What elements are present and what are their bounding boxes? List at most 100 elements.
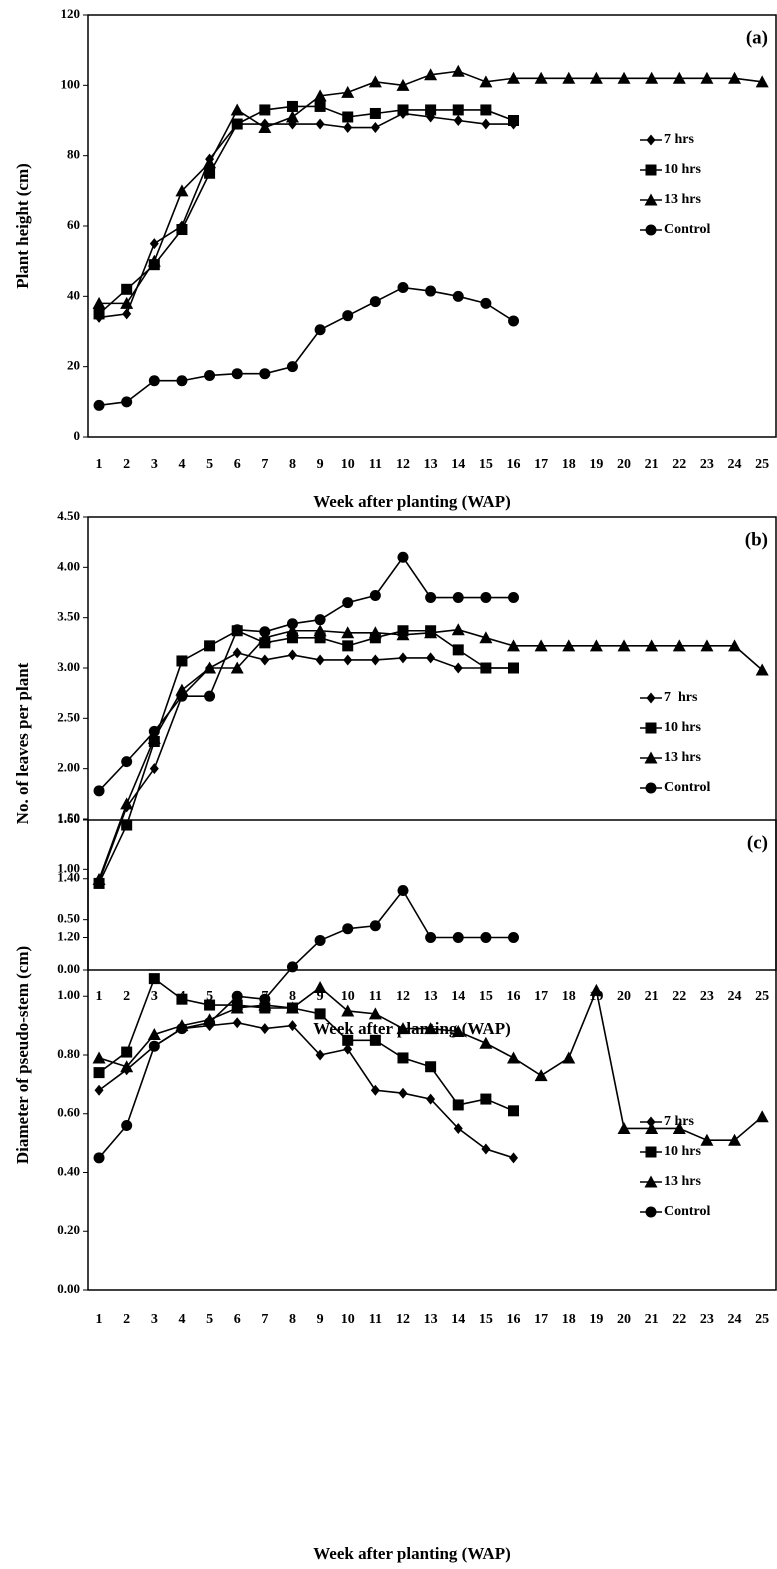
marker [316, 654, 325, 665]
x-tick-label: 15 [479, 457, 493, 472]
marker [370, 108, 381, 119]
x-tick-label: 17 [534, 1312, 548, 1327]
series-line [99, 1023, 513, 1158]
x-tick-label: 23 [700, 457, 714, 472]
marker [371, 122, 380, 133]
marker [258, 121, 271, 133]
marker [397, 104, 408, 115]
marker [454, 115, 463, 126]
marker [425, 592, 436, 603]
marker [232, 991, 243, 1002]
x-tick-label: 14 [451, 457, 465, 472]
marker [452, 623, 465, 635]
marker [259, 368, 270, 379]
marker [341, 86, 354, 98]
marker [480, 1094, 491, 1105]
x-tick-label: 13 [424, 457, 438, 472]
y-axis-title: Diameter of pseudo-stem (cm) [13, 946, 32, 1164]
x-tick-label: 20 [617, 989, 631, 1004]
x-tick-label: 14 [451, 989, 465, 1004]
marker [646, 723, 657, 734]
marker [176, 655, 187, 666]
marker [121, 284, 132, 295]
marker [95, 1085, 104, 1096]
marker [397, 1052, 408, 1063]
marker [314, 981, 327, 993]
x-tick-label: 1 [96, 457, 103, 472]
x-tick-label: 23 [700, 989, 714, 1004]
marker [342, 1035, 353, 1046]
x-tick-label: 10 [341, 457, 355, 472]
marker [397, 885, 408, 896]
marker [176, 1023, 187, 1034]
marker [94, 308, 105, 319]
marker [94, 785, 105, 796]
marker [425, 1061, 436, 1072]
y-tick-label: 0.50 [57, 911, 80, 926]
x-axis-title: Week after planting (WAP) [313, 492, 511, 511]
y-tick-label: 0.20 [57, 1222, 80, 1237]
legend-label: 7 hrs [664, 132, 695, 147]
legend-label: 13 hrs [664, 750, 702, 765]
x-tick-label: 20 [617, 1312, 631, 1327]
marker [646, 1147, 657, 1158]
y-tick-label: 1.60 [57, 811, 80, 826]
marker [646, 165, 657, 176]
marker [204, 168, 215, 179]
marker [121, 1047, 132, 1058]
marker [480, 932, 491, 943]
x-tick-label: 24 [728, 1312, 742, 1327]
marker [453, 644, 464, 655]
x-tick-label: 14 [451, 1312, 465, 1327]
x-tick-label: 17 [534, 457, 548, 472]
marker [507, 1051, 520, 1063]
marker [204, 1000, 215, 1011]
y-tick-label: 60 [67, 217, 80, 232]
x-tick-label: 22 [672, 1312, 686, 1327]
x-tick-label: 18 [562, 457, 576, 472]
series-line [99, 630, 762, 880]
series-line [99, 113, 513, 317]
plot-frame [88, 517, 776, 970]
x-tick-label: 12 [396, 457, 410, 472]
y-tick-label: 100 [61, 76, 81, 91]
series-line [99, 631, 513, 884]
marker [370, 296, 381, 307]
x-tick-label: 16 [507, 457, 521, 472]
legend-label: 7 hrs [664, 690, 698, 705]
marker [204, 640, 215, 651]
x-tick-label: 9 [317, 1312, 324, 1327]
marker [176, 691, 187, 702]
y-tick-label: 20 [67, 358, 80, 373]
legend-label: Control [664, 222, 711, 237]
marker [425, 932, 436, 943]
x-tick-label: 3 [151, 457, 158, 472]
x-tick-label: 19 [589, 1312, 603, 1327]
x-tick-label: 11 [369, 457, 382, 472]
y-tick-label: 1.20 [57, 928, 80, 943]
marker [233, 1017, 242, 1028]
marker [287, 361, 298, 372]
marker [535, 1069, 548, 1081]
x-tick-label: 13 [424, 1312, 438, 1327]
marker [342, 640, 353, 651]
marker [646, 783, 657, 794]
marker [426, 652, 435, 663]
x-tick-label: 2 [123, 989, 130, 1004]
marker [315, 614, 326, 625]
marker [508, 315, 519, 326]
marker [121, 756, 132, 767]
x-tick-label: 7 [261, 457, 268, 472]
y-axis-title: Plant height (cm) [13, 163, 32, 289]
marker [646, 225, 657, 236]
y-tick-label: 40 [67, 287, 80, 302]
marker [508, 1105, 519, 1116]
marker [259, 994, 270, 1005]
x-tick-label: 25 [755, 1312, 769, 1327]
marker [121, 1120, 132, 1131]
marker [756, 1110, 769, 1122]
marker [94, 1152, 105, 1163]
x-tick-label: 21 [645, 1312, 659, 1327]
marker [288, 649, 297, 660]
marker [260, 1023, 269, 1034]
